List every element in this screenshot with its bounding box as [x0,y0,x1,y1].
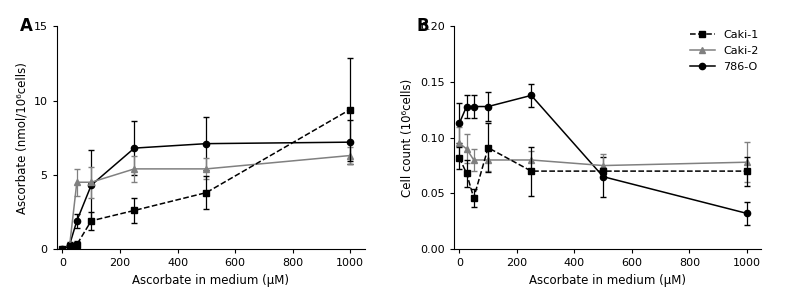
Legend: Caki-1, Caki-2, 786-O: Caki-1, Caki-2, 786-O [690,30,759,72]
Text: A: A [19,18,32,35]
Y-axis label: Ascorbate (nmol/10⁶cells): Ascorbate (nmol/10⁶cells) [15,62,28,214]
X-axis label: Ascorbate in medium (μM): Ascorbate in medium (μM) [132,274,289,287]
Y-axis label: Cell count (10⁶cells): Cell count (10⁶cells) [401,79,414,197]
Text: B: B [416,18,429,35]
X-axis label: Ascorbate in medium (μM): Ascorbate in medium (μM) [529,274,686,287]
